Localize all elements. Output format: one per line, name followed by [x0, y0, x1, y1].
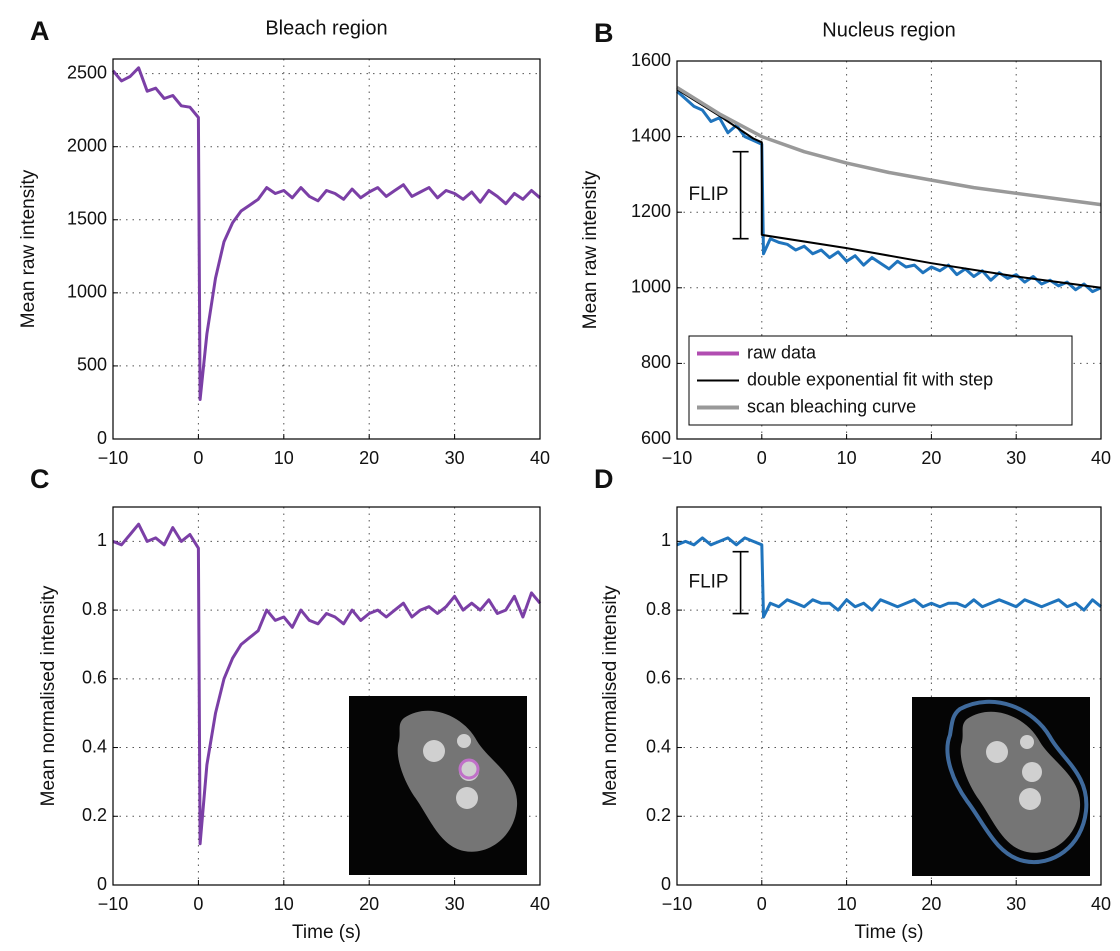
y-tick-label: 1600	[631, 50, 671, 70]
x-tick-label: 20	[921, 894, 941, 914]
nucleolus	[1022, 762, 1042, 782]
legend-label: double exponential fit with step	[747, 369, 993, 389]
figure: −1001020304005001000150020002500ABleach …	[0, 0, 1120, 951]
y-tick-label: 2000	[67, 135, 107, 155]
x-tick-label: 40	[530, 448, 550, 468]
annotation: FLIP	[688, 184, 728, 205]
panel-label: D	[594, 464, 614, 494]
y-tick-label: 0	[97, 428, 107, 448]
x-tick-label: 20	[921, 448, 941, 468]
y-tick-label: 0	[661, 874, 671, 894]
nucleolus	[1020, 735, 1034, 749]
x-tick-label: 10	[837, 894, 857, 914]
data-line	[113, 68, 540, 400]
x-tick-label: 40	[530, 894, 550, 914]
nucleolus	[423, 740, 445, 762]
y-tick-label: 0.4	[646, 736, 671, 756]
y-tick-label: 1200	[631, 201, 671, 221]
x-tick-label: 20	[359, 448, 379, 468]
y-axis-label: Mean raw intensity	[18, 169, 39, 328]
x-axis-label: Time (s)	[292, 922, 361, 943]
y-tick-label: 1000	[631, 277, 671, 297]
flip-bracket	[733, 152, 749, 239]
y-tick-label: 0.4	[82, 736, 107, 756]
y-tick-label: 0.2	[82, 805, 107, 825]
nucleolus	[1019, 788, 1041, 810]
y-tick-label: 1000	[67, 282, 107, 302]
flip-bracket	[733, 552, 749, 614]
x-tick-label: 40	[1091, 894, 1111, 914]
y-axis-label: Mean normalised intensity	[600, 585, 621, 806]
insets	[349, 696, 1090, 876]
inset-image	[349, 696, 527, 875]
panel-label: B	[594, 18, 614, 48]
y-tick-label: 0.8	[646, 599, 671, 619]
x-tick-label: −10	[98, 894, 129, 914]
x-tick-label: 40	[1091, 448, 1111, 468]
plot-frame	[113, 59, 540, 439]
nucleolus	[457, 734, 471, 748]
y-axis-label: Mean raw intensity	[580, 170, 601, 329]
x-tick-label: 0	[757, 894, 767, 914]
x-tick-label: 30	[1006, 894, 1026, 914]
y-tick-label: 0	[97, 874, 107, 894]
chart-title: Nucleus region	[822, 19, 955, 41]
y-tick-label: 600	[641, 428, 671, 448]
x-tick-label: 0	[193, 894, 203, 914]
y-tick-label: 1400	[631, 125, 671, 145]
x-axis-label: Time (s)	[855, 922, 924, 943]
y-axis-label: Mean normalised intensity	[38, 585, 59, 806]
y-tick-label: 2500	[67, 62, 107, 82]
x-tick-label: −10	[98, 448, 129, 468]
nucleolus	[456, 787, 478, 809]
y-tick-label: 1	[97, 530, 107, 550]
x-tick-label: 20	[359, 894, 379, 914]
y-tick-label: 1500	[67, 209, 107, 229]
x-tick-label: 0	[193, 448, 203, 468]
panel-label: C	[30, 464, 50, 494]
x-tick-label: 30	[1006, 448, 1026, 468]
x-tick-label: 0	[757, 448, 767, 468]
x-tick-label: −10	[662, 894, 693, 914]
legend-label: scan bleaching curve	[747, 396, 916, 416]
x-tick-label: 10	[274, 448, 294, 468]
y-tick-label: 500	[77, 355, 107, 375]
x-tick-label: 10	[274, 894, 294, 914]
legend-label: raw data	[747, 342, 817, 362]
y-tick-label: 1	[661, 530, 671, 550]
chart-title: Bleach region	[265, 17, 387, 39]
nucleolus	[986, 741, 1008, 763]
x-tick-label: −10	[662, 448, 693, 468]
y-tick-label: 0.8	[82, 599, 107, 619]
y-tick-label: 800	[641, 352, 671, 372]
y-tick-label: 0.6	[646, 668, 671, 688]
annotation: FLIP	[688, 572, 728, 593]
x-tick-label: 10	[837, 448, 857, 468]
panel-label: A	[30, 16, 50, 46]
inset-image	[912, 697, 1090, 876]
y-tick-label: 0.2	[646, 805, 671, 825]
x-tick-label: 30	[445, 894, 465, 914]
x-tick-label: 30	[445, 448, 465, 468]
y-tick-label: 0.6	[82, 668, 107, 688]
